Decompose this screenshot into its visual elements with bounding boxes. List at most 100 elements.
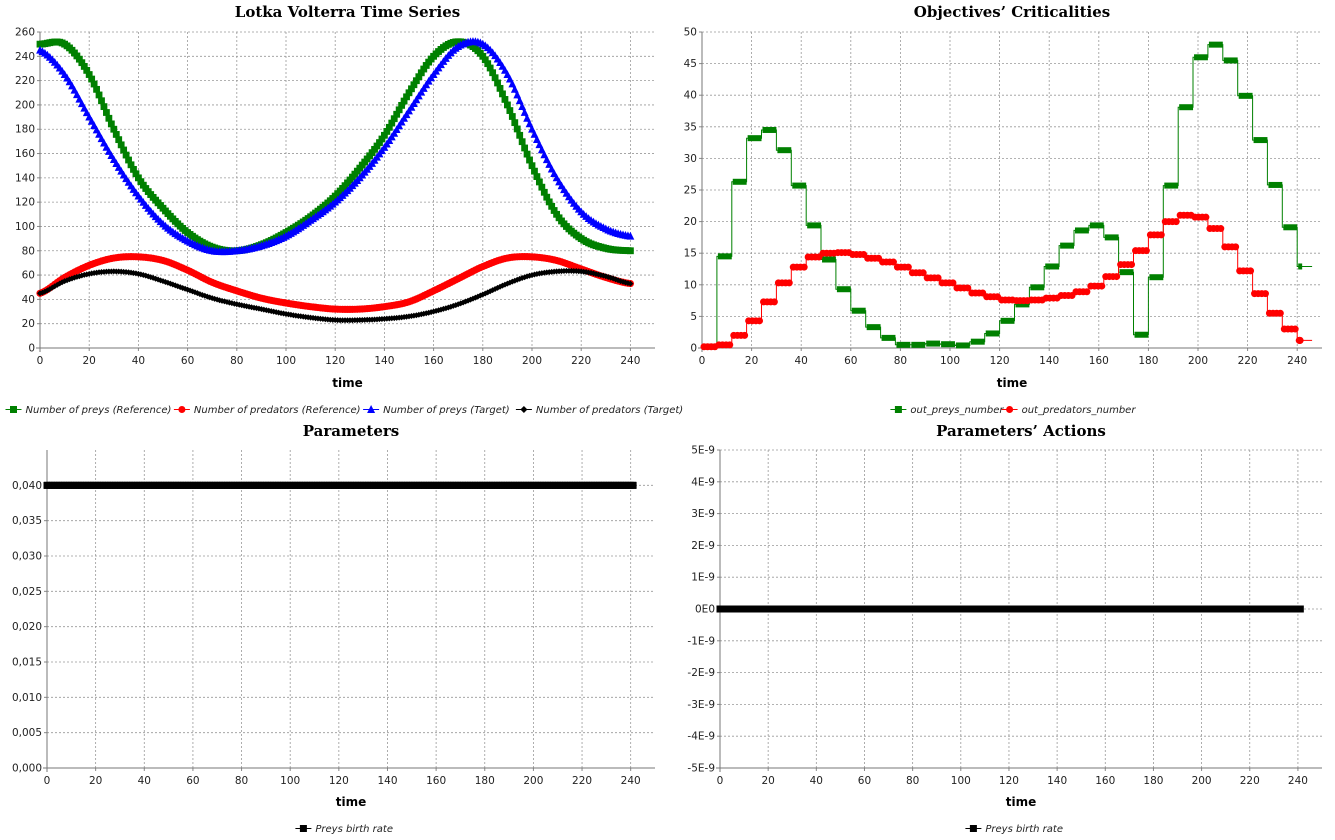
y-tick-label: 260 [15,27,35,39]
x-tick-label: 80 [906,775,919,787]
data-point [405,89,413,97]
data-point [385,123,393,131]
data-point [481,56,489,64]
data-point [934,274,942,282]
x-tick-label: 120 [990,355,1010,367]
x-tick-label: 200 [523,775,543,787]
data-point [494,79,501,87]
data-point [383,128,391,135]
y-tick-label: 80 [22,245,35,257]
series-out-predators-number [700,211,1313,351]
data-point [521,144,529,152]
x-tick-label: 240 [1288,775,1308,787]
data-point [1268,181,1283,188]
x-tick-label: 160 [424,355,444,367]
data-point [85,71,93,78]
x-tick-label: 180 [1143,775,1163,787]
data-point [1060,242,1074,249]
y-tick-label: 60 [22,270,35,282]
data-point [390,115,398,123]
data-point [1142,247,1150,255]
x-tick-label: 0 [699,355,706,367]
data-point [732,178,747,185]
data-point [381,131,388,139]
x-tick-label: 60 [844,355,857,367]
data-point [501,96,509,103]
data-point [90,80,98,88]
x-tick-label: 20 [745,355,758,367]
data-point [627,247,634,255]
data-point [1276,309,1284,317]
y-tick-label: 0,025 [12,586,42,598]
y-tick-label: 0 [690,343,697,355]
x-tick-label: 160 [1095,775,1115,787]
data-point [1261,290,1269,298]
data-point [1223,57,1238,64]
y-tick-label: 40 [22,294,35,306]
data-point [518,138,526,146]
data-point [545,198,553,206]
chart-3: Parameters 0,000 0,005 0,010 0,015 0,020 0,025… [12,422,655,835]
chart-title: Parameters’ Actions [936,422,1106,440]
data-point [851,307,866,314]
data-point [1208,41,1223,48]
data-point [747,135,762,142]
data-point [1098,282,1106,290]
data-point [941,341,955,348]
x-tick-label: 160 [1089,355,1109,367]
y-tick-label: 1E-9 [691,572,715,584]
data-point [911,341,926,348]
data-point [540,150,549,159]
data-point [1119,269,1134,276]
data-point [630,481,637,489]
y-tick-label: 4E-9 [691,476,715,488]
data-point [408,85,415,93]
x-tick-label: 140 [1047,775,1067,787]
x-tick-label: 0 [37,355,44,367]
data-point [95,91,103,99]
data-point [93,85,100,93]
x-tick-label: 220 [571,355,591,367]
x-tick-label: 140 [374,355,394,367]
x-axis-title: time [332,376,363,390]
data-point [506,107,514,114]
data-point [756,317,764,325]
x-tick-label: 0 [44,775,51,787]
data-point [120,146,128,154]
y-tick-label: 180 [15,124,35,136]
data-point [726,341,734,349]
data-point [1296,336,1304,344]
x-tick-label: 200 [522,355,542,367]
data-point [112,131,120,138]
data-point [504,101,511,109]
data-point [548,202,556,210]
data-point [1202,213,1210,221]
data-point [523,113,531,122]
data-point [1172,218,1180,226]
x-tick-label: 60 [181,355,194,367]
chart-title: Lotka Volterra Time Series [235,3,460,21]
data-point [904,263,912,271]
data-point [513,125,521,133]
data-point [1194,54,1208,61]
data-point [1283,224,1298,231]
data-point [949,279,957,287]
x-tick-label: 40 [795,355,808,367]
x-tick-label: 140 [1039,355,1059,367]
y-tick-label: 30 [684,153,697,165]
y-tick-label: 20 [22,318,35,330]
x-tick-label: 120 [325,355,345,367]
x-tick-label: 20 [761,775,774,787]
x-tick-label: 40 [138,775,151,787]
data-point [388,119,396,127]
x-axis-title: time [336,795,367,809]
series-line [702,214,1313,348]
y-tick-label: 3E-9 [691,508,715,520]
data-point [130,165,137,173]
series-out-preys-number [702,41,1313,350]
x-tick-label: 140 [377,775,397,787]
data-point [398,101,406,109]
data-point [103,109,110,116]
data-point [533,173,541,180]
